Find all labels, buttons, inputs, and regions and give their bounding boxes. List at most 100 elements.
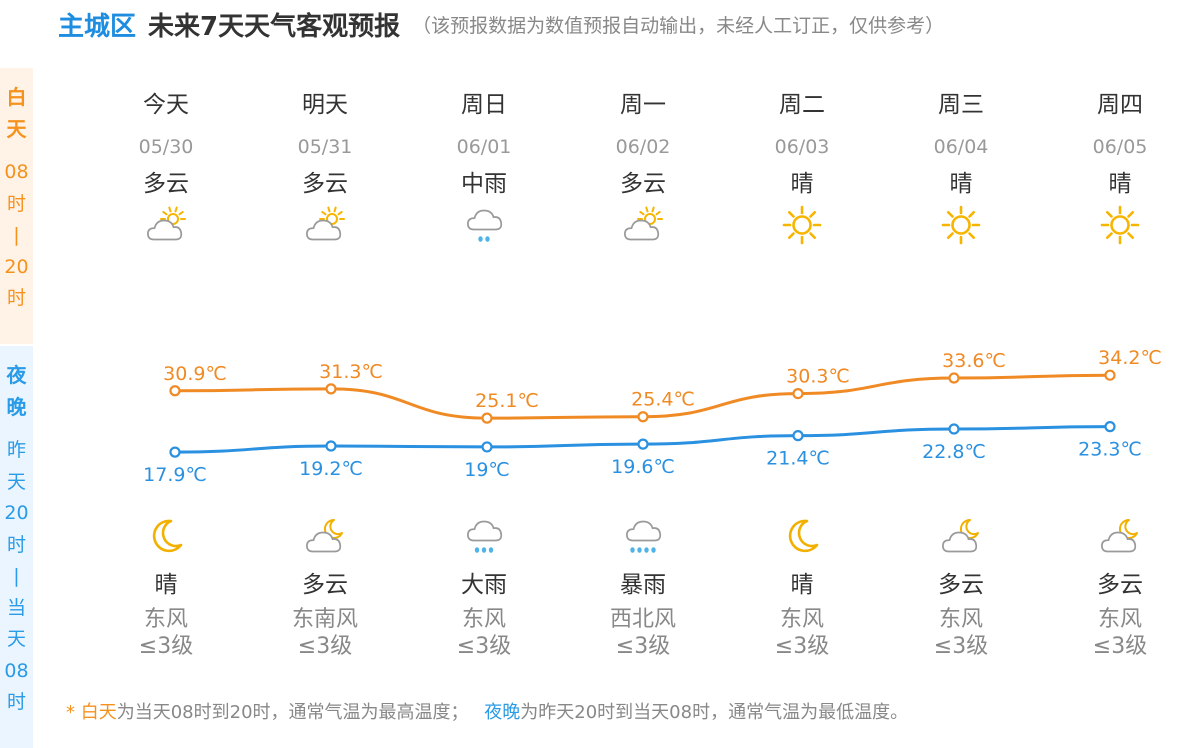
night-column: 晴东风 ≤3级 <box>86 514 246 660</box>
night-column: 大雨东风 ≤3级 <box>404 514 564 660</box>
night-weather-label: 晴 <box>154 572 178 598</box>
wind-level: ≤3级 <box>138 634 194 659</box>
day-weather-label: 中雨 <box>461 171 507 197</box>
wind-direction: 东南风 <box>291 607 358 632</box>
temperature-point <box>1104 421 1116 433</box>
temperature-point <box>169 446 181 458</box>
temperature-label: 30.3℃ <box>786 366 850 388</box>
night-column: 多云 东风 ≤3级 <box>1040 514 1182 660</box>
moderate-rain-icon <box>467 209 503 242</box>
side-label-char: 白 <box>6 85 27 109</box>
moon-icon <box>152 519 183 553</box>
footnote-day-term: 白天 <box>80 702 117 723</box>
side-label-time: 天 <box>6 628 26 650</box>
partly-cloudy-night-icon <box>942 518 979 553</box>
side-label-time: 时 <box>6 691 26 713</box>
temperature-point <box>637 438 649 450</box>
side-label-char: 晚 <box>6 394 27 419</box>
side-label-char: 夜 <box>6 363 27 387</box>
temperature-chart: 30.9℃ 31.3℃ 25.1℃ 25.4℃ 30.3℃ 33.6℃ 34.2℃ 17.9℃… <box>143 347 1162 486</box>
sun-icon <box>1100 205 1140 245</box>
date-label: 06/04 <box>933 136 989 158</box>
date-label: 06/05 <box>1092 136 1148 158</box>
temperature-label: 17.9℃ <box>143 464 207 486</box>
side-label-time: 08 <box>4 659 29 682</box>
disclaimer-note: （该预报数据为数值预报自动输出，未经人工订正，仅供参考） <box>412 14 945 37</box>
day-weather-label: 多云 <box>143 171 189 197</box>
footnote-night-text: 为昨天20时到当天08时，通常气温为最低温度。 <box>520 702 909 723</box>
day-column: 周日 06/01 中雨 <box>404 80 564 247</box>
wind-direction: 西北风 <box>609 607 676 632</box>
night-weather-label: 晴 <box>790 572 814 598</box>
side-label-time: 时 <box>6 192 26 215</box>
weekday-label: 明天 <box>302 92 348 118</box>
temperature-point <box>481 412 493 424</box>
side-label-time: 时 <box>6 287 26 309</box>
partly-cloudy-night-icon <box>1101 518 1138 553</box>
date-label: 05/30 <box>138 136 194 158</box>
temperature-point <box>1104 369 1116 381</box>
footnote-star: * <box>66 702 81 723</box>
footnote-day-text: 为当天08时到20时，通常气温为最高温度； <box>116 702 469 723</box>
night-weather-label: 多云 <box>1097 572 1143 598</box>
temperature-point <box>169 385 181 397</box>
rainstorm-icon <box>626 520 662 553</box>
temperature-label: 21.4℃ <box>766 448 830 470</box>
temperature-point <box>948 423 960 435</box>
side-label-time: 当 <box>6 596 26 619</box>
night-period-label: 夜晚昨天 20 时 | 当天 08 时 <box>0 346 33 748</box>
weekday-label: 今天 <box>143 92 189 118</box>
heavy-rain-icon <box>467 520 503 553</box>
temperature-label: 22.8℃ <box>922 441 986 463</box>
wind-level: ≤3级 <box>297 634 353 659</box>
side-label-time: 08 <box>4 161 29 183</box>
date-label: 06/02 <box>615 136 671 158</box>
side-label-time: 时 <box>6 533 26 556</box>
side-label-char: 天 <box>6 116 27 141</box>
side-label-time: 20 <box>4 255 29 278</box>
region-name: 主城区 <box>58 11 137 42</box>
temperature-point <box>481 441 493 453</box>
day-weather-label: 晴 <box>949 171 973 197</box>
temperature-label: 19.2℃ <box>299 458 363 480</box>
temperature-point <box>792 430 804 442</box>
temperature-point <box>325 440 337 452</box>
night-column: 多云 东南风 ≤3级 <box>245 514 405 660</box>
sun-icon <box>782 205 822 245</box>
moon-icon <box>788 519 819 553</box>
day-column: 周三 06/04 晴 <box>881 80 1041 247</box>
day-column: 周四 06/05 晴 <box>1040 80 1182 247</box>
wind-direction: 东风 <box>938 607 983 632</box>
day-column: 周二 06/03 晴 <box>722 80 882 247</box>
wind-direction: 东风 <box>143 607 188 632</box>
temperature-label: 25.1℃ <box>475 390 539 412</box>
page-title: 未来7天天气客观预报 <box>148 11 401 42</box>
partly-cloudy-day-icon <box>624 206 663 241</box>
side-label-time: | <box>13 224 20 246</box>
page-header: 主城区 未来7天天气客观预报 （该预报数据为数值预报自动输出，未经人工订正，仅供… <box>58 6 944 42</box>
day-column: 明天 05/31 多云 <box>245 80 405 247</box>
date-label: 06/01 <box>456 136 512 158</box>
temperature-label: 23.3℃ <box>1078 439 1142 461</box>
side-label-time: | <box>13 565 20 587</box>
night-column: 暴雨 西北风 ≤3级 <box>563 514 723 660</box>
temperature-label: 34.2℃ <box>1098 347 1162 369</box>
day-column: 今天 05/30 多云 <box>86 80 246 247</box>
date-label: 06/03 <box>774 136 830 158</box>
partly-cloudy-night-icon <box>306 518 343 553</box>
temperature-label: 19℃ <box>464 459 510 481</box>
night-weather-label: 多云 <box>938 572 984 598</box>
wind-direction: 东风 <box>461 607 506 632</box>
partly-cloudy-day-icon <box>147 206 186 241</box>
wind-level: ≤3级 <box>456 634 512 659</box>
night-weather-label: 大雨 <box>461 572 507 598</box>
wind-level: ≤3级 <box>774 634 830 659</box>
night-column: 晴东风 ≤3级 <box>722 514 882 660</box>
temperature-point <box>325 383 337 395</box>
side-label-time: 昨 <box>6 439 26 461</box>
day-weather-label: 晴 <box>790 171 814 197</box>
footnote: * 白天为当天08时到20时，通常气温为最高温度； 夜晚为昨天20时到当天08时… <box>66 698 908 724</box>
weekday-label: 周一 <box>620 92 666 118</box>
side-label-time: 20 <box>4 502 29 524</box>
day-weather-label: 多云 <box>302 171 348 197</box>
